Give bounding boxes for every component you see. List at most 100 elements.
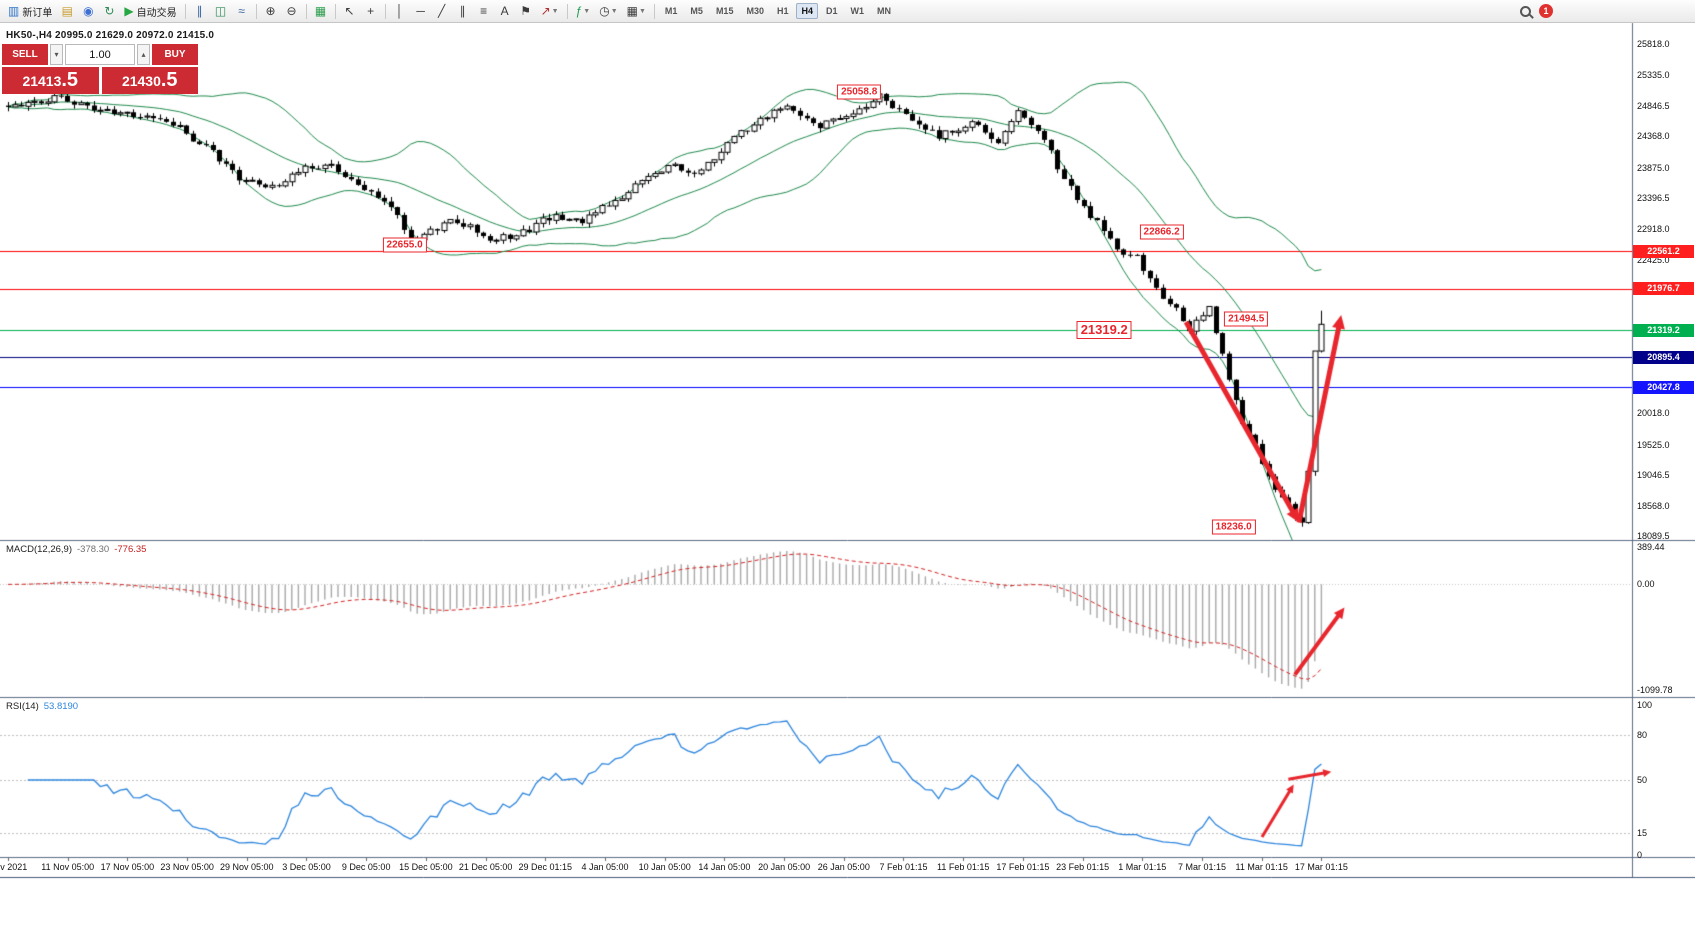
price-axis-badge: 20895.4 bbox=[1633, 350, 1694, 364]
rsi-axis-tick: 100 bbox=[1637, 700, 1653, 710]
crosshair-icon: + bbox=[367, 4, 375, 18]
timeframe-h4[interactable]: H4 bbox=[796, 3, 818, 19]
search-icon[interactable] bbox=[1520, 5, 1531, 17]
time-axis-label: 17 Nov 05:00 bbox=[100, 862, 155, 872]
price-callout[interactable]: 21494.5 bbox=[1224, 311, 1269, 327]
bar-chart-button[interactable]: ∥ bbox=[190, 2, 210, 21]
timeframe-mn[interactable]: MN bbox=[877, 6, 892, 16]
time-axis-label: 7 Mar 01:15 bbox=[1177, 862, 1227, 872]
candlestick-chart-button[interactable]: ◫ bbox=[211, 2, 231, 21]
buy-button[interactable]: BUY bbox=[152, 44, 198, 65]
toolbar: ▥ 新订单 ▤ ◉ ↻ ▶ 自动交易 ∥ ◫ ≈ ⊕ ⊖ ▦ ↖ + │ ─ ╱ ∥ ≡ A ⚑ ↗ ▼ ƒ ▼ ◷ ▼ ▦ ▼ M1 M5 M… bbox=[0, 0, 1695, 23]
price-axis-badge: 20427.8 bbox=[1633, 380, 1694, 394]
profile-button[interactable]: ◉ bbox=[78, 2, 98, 21]
time-axis-label: 26 Jan 05:00 bbox=[817, 862, 870, 872]
charts-icon: ▤ bbox=[61, 4, 74, 18]
autotrading-button[interactable]: ▶ 自动交易 bbox=[120, 2, 180, 21]
refresh-button[interactable]: ↻ bbox=[99, 2, 119, 21]
sell-button[interactable]: SELL bbox=[2, 44, 48, 65]
indicators-button[interactable]: ƒ ▼ bbox=[572, 2, 595, 21]
time-axis-label: 15 Dec 05:00 bbox=[399, 862, 453, 872]
caret-down-icon: ▾ bbox=[54, 50, 59, 59]
price-callout[interactable]: 22655.0 bbox=[382, 237, 427, 253]
timeframe-m5[interactable]: M5 bbox=[690, 6, 703, 16]
text-icon: A bbox=[500, 4, 509, 18]
timeframe-m1[interactable]: M1 bbox=[664, 6, 678, 16]
buy-price-int: 21430 bbox=[121, 73, 161, 89]
zoom-in-icon: ⊕ bbox=[265, 4, 276, 18]
rsi-axis-tick: 80 bbox=[1637, 730, 1648, 740]
sell-price[interactable]: 21413.5 bbox=[2, 67, 99, 94]
price-axis-badge: 21976.7 bbox=[1633, 282, 1694, 296]
price-axis-badge: 21319.2 bbox=[1633, 323, 1694, 337]
text-label-button[interactable]: ⚑ bbox=[516, 2, 536, 21]
volume-down-button[interactable]: ▾ bbox=[50, 44, 63, 65]
new-order-label: 新订单 bbox=[22, 7, 53, 19]
timeframe-w1[interactable]: W1 bbox=[850, 6, 865, 16]
time-axis-label: 10 Jan 05:00 bbox=[638, 862, 691, 872]
line-chart-button[interactable]: ≈ bbox=[232, 2, 252, 21]
text-label-icon: ⚑ bbox=[520, 4, 531, 18]
trendline-button[interactable]: ╱ bbox=[432, 2, 452, 21]
time-axis-label: 23 Feb 01:15 bbox=[1056, 862, 1110, 872]
equidistant-channel-button[interactable]: ∥ bbox=[453, 2, 473, 21]
price-callout[interactable]: 18236.0 bbox=[1211, 519, 1256, 535]
horizontal-line-icon: ─ bbox=[416, 4, 425, 18]
profile-icon: ◉ bbox=[83, 4, 94, 18]
tile-windows-icon: ▦ bbox=[314, 4, 327, 18]
macd-axis-tick: -1099.78 bbox=[1637, 685, 1673, 695]
autotrading-label: 自动交易 bbox=[136, 7, 177, 19]
timeframe-m15[interactable]: M15 bbox=[715, 6, 734, 16]
rsi-name: RSI(14) bbox=[6, 701, 39, 712]
price-axis-tick: 20018.0 bbox=[1637, 408, 1670, 419]
price-callout[interactable]: 25058.8 bbox=[837, 84, 882, 100]
zoom-in-button[interactable]: ⊕ bbox=[261, 2, 281, 21]
price-axis-badge: 22561.2 bbox=[1633, 244, 1694, 258]
price-axis-tick: 23875.0 bbox=[1637, 162, 1670, 173]
time-axis-label: 4 Jan 05:00 bbox=[581, 862, 629, 872]
price-axis-tick: 22918.0 bbox=[1637, 223, 1670, 234]
timeframe-d1[interactable]: D1 bbox=[826, 6, 838, 16]
timeframe-h1[interactable]: H1 bbox=[776, 6, 789, 16]
price-axis-tick: 19525.0 bbox=[1637, 439, 1670, 450]
bar-chart-icon: ∥ bbox=[196, 4, 203, 18]
periods-button[interactable]: ◷ ▼ bbox=[595, 2, 621, 21]
macd-main-value: -378.30 bbox=[77, 544, 110, 555]
volume-up-button[interactable]: ▴ bbox=[137, 44, 150, 65]
chevron-down-icon: ▼ bbox=[583, 7, 591, 15]
time-axis-label: 29 Nov 05:00 bbox=[220, 862, 274, 872]
price-callout[interactable]: 21319.2 bbox=[1076, 321, 1132, 340]
price-axis-tick: 25818.0 bbox=[1637, 39, 1670, 49]
trendline-icon: ╱ bbox=[437, 4, 446, 18]
fibonacci-button[interactable]: ≡ bbox=[474, 2, 494, 21]
price-axis-tick: 18089.5 bbox=[1637, 531, 1670, 541]
sell-price-int: 21413 bbox=[22, 73, 62, 89]
toolbar-separator bbox=[334, 3, 336, 19]
time-axis-label: 9 Dec 05:00 bbox=[341, 862, 391, 872]
time-axis-label: 21 Dec 05:00 bbox=[458, 862, 513, 872]
autotrading-icon: ▶ bbox=[124, 4, 134, 18]
price-callout[interactable]: 22866.2 bbox=[1139, 224, 1184, 240]
rsi-indicator-label[interactable]: RSI(14) 53.8190 bbox=[6, 701, 78, 712]
time-axis-label: 14 Jan 05:00 bbox=[698, 862, 751, 872]
zoom-out-button[interactable]: ⊖ bbox=[282, 2, 302, 21]
equidistant-channel-icon: ∥ bbox=[459, 4, 466, 18]
horizontal-line-button[interactable]: ─ bbox=[411, 2, 431, 21]
text-button[interactable]: A bbox=[495, 2, 515, 21]
cursor-button[interactable]: ↖ bbox=[340, 2, 360, 21]
new-order-button[interactable]: ▥ 新订单 bbox=[4, 2, 56, 21]
timeframe-m30[interactable]: M30 bbox=[746, 6, 764, 16]
time-axis-label: 1 Mar 01:15 bbox=[1118, 862, 1167, 872]
charts-button[interactable]: ▤ bbox=[57, 2, 77, 21]
templates-button[interactable]: ▦ ▼ bbox=[623, 2, 650, 21]
volume-input[interactable] bbox=[65, 44, 135, 65]
vertical-line-button[interactable]: │ bbox=[390, 2, 410, 21]
crosshair-button[interactable]: + bbox=[361, 2, 381, 21]
arrows-button[interactable]: ↗ ▼ bbox=[537, 2, 563, 21]
buy-price[interactable]: 21430.5 bbox=[101, 67, 198, 94]
toolbar-separator bbox=[653, 3, 655, 19]
macd-indicator-label[interactable]: MACD(12,26,9) -378.30 -776.35 bbox=[6, 544, 146, 555]
notification-badge[interactable]: 1 bbox=[1539, 4, 1553, 18]
tile-windows-button[interactable]: ▦ bbox=[311, 2, 331, 21]
